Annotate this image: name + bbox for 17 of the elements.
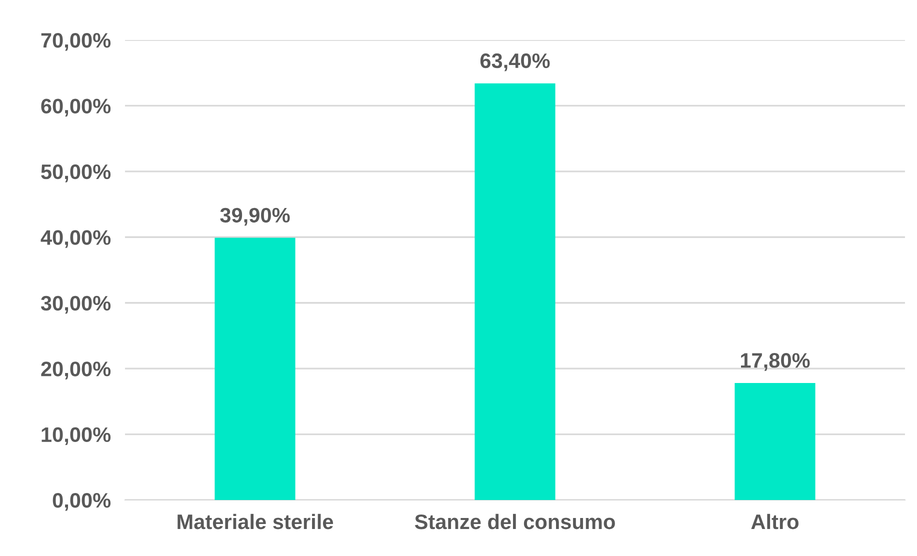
bar — [214, 238, 296, 500]
y-tick-label: 10,00% — [42, 427, 111, 446]
data-label: 17,80% — [740, 353, 810, 371]
y-tick-label: 40,00% — [40, 230, 111, 248]
x-tick-label: Altro — [751, 514, 798, 530]
y-tick-label: 60,00% — [41, 98, 111, 116]
bar — [474, 83, 556, 500]
data-label: 63,40% — [480, 53, 550, 72]
y-tick-label: 50,00% — [41, 164, 111, 182]
y-tick-label: 20,00% — [41, 362, 111, 380]
x-tick-label: Materiale sterile — [178, 514, 334, 530]
y-tick-label: 30,00% — [40, 296, 111, 314]
data-label: 39,90% — [220, 208, 290, 226]
y-tick-label: 70,00% — [41, 33, 111, 51]
x-tick-label: Stanze del consumo — [414, 514, 615, 530]
y-tick-label: 0,00% — [52, 493, 111, 511]
bar — [734, 383, 816, 500]
